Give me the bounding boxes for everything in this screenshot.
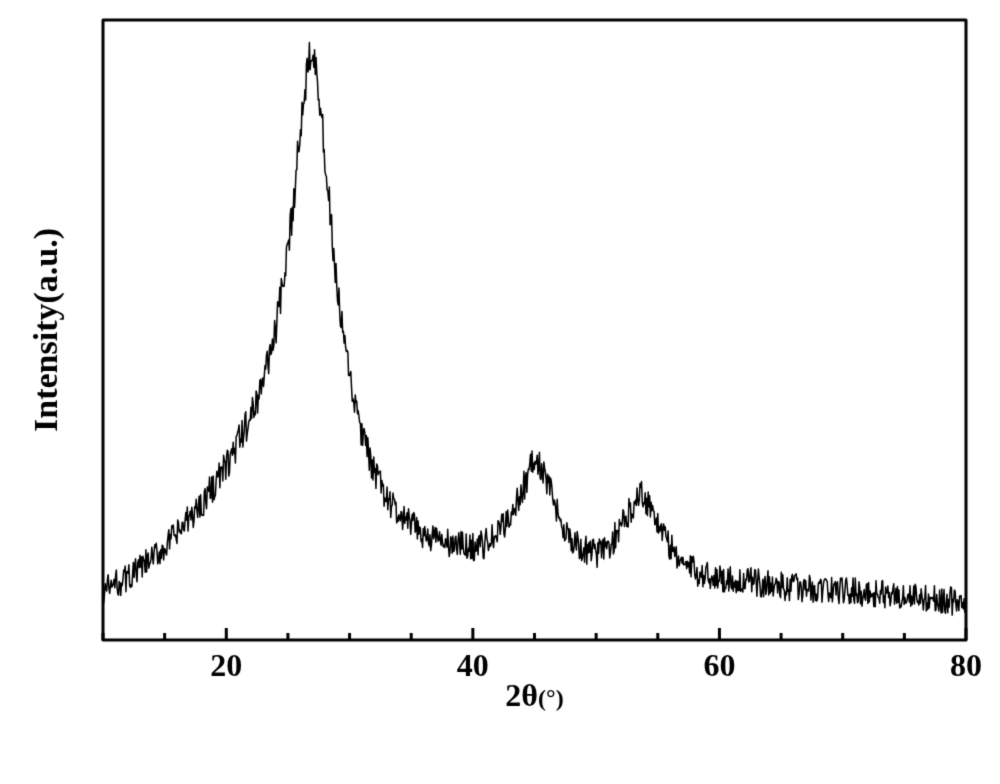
xrd-chart bbox=[0, 0, 1000, 784]
xrd-chart-canvas bbox=[0, 0, 1000, 784]
